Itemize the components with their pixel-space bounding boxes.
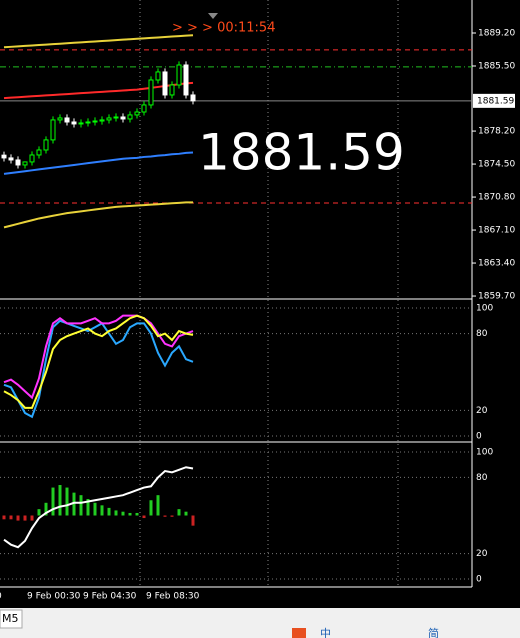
hist-bar xyxy=(163,515,167,517)
candle-body xyxy=(92,120,98,123)
tab-label[interactable]: M5 xyxy=(2,612,19,625)
hist-bar xyxy=(65,487,69,516)
indicator-line xyxy=(3,466,194,549)
hist-bar xyxy=(72,492,76,516)
indicator-line xyxy=(3,314,194,409)
y-tick-label: 1859.70 xyxy=(478,292,515,302)
candle-body xyxy=(127,114,133,120)
candle-body xyxy=(29,154,35,163)
candle-body xyxy=(71,121,77,125)
candle-body xyxy=(176,64,182,86)
shift-marker xyxy=(208,13,218,19)
hist-bar xyxy=(191,515,195,526)
hist-bar xyxy=(23,515,27,521)
x-tick-label: 0 xyxy=(0,592,2,602)
big-price: 1881.59 xyxy=(198,124,405,182)
candle-body xyxy=(43,139,49,151)
hist-bar xyxy=(93,502,97,516)
candle-body xyxy=(78,122,84,125)
indicator-line xyxy=(3,314,194,400)
candle-body xyxy=(169,84,175,96)
y-tick-label: 1863.40 xyxy=(478,259,515,269)
y-tick-label: 100 xyxy=(476,448,493,458)
candle-body xyxy=(8,157,14,161)
hist-bar xyxy=(135,512,139,516)
candle-body xyxy=(50,119,56,141)
hist-bar xyxy=(107,507,111,516)
hist-bar xyxy=(170,515,174,517)
x-tick-label: 9 Feb 00:30 xyxy=(27,592,81,602)
ma-line xyxy=(3,201,193,229)
y-tick-label: 20 xyxy=(476,406,488,416)
hist-bar xyxy=(86,498,90,516)
x-tick-label: 9 Feb 04:30 xyxy=(83,592,137,602)
hist-bar xyxy=(37,509,41,516)
status-bar xyxy=(0,608,520,638)
hist-bar xyxy=(2,515,6,520)
x-tick-label: 9 Feb 08:30 xyxy=(146,592,200,602)
hist-bar xyxy=(184,511,188,516)
hist-bar xyxy=(121,511,125,516)
hist-bar xyxy=(79,495,83,516)
hist-bar xyxy=(30,515,34,521)
candle-body xyxy=(99,119,105,122)
ime-text: 中 xyxy=(320,627,331,638)
hist-bar xyxy=(44,502,48,516)
candle-body xyxy=(148,79,154,106)
y-tick-label: 80 xyxy=(476,329,488,339)
countdown: > > > 00:11:54 xyxy=(172,21,275,36)
y-tick-label: 1885.50 xyxy=(478,61,515,71)
y-tick-label: 1889.20 xyxy=(478,28,515,38)
hist-bar xyxy=(156,495,160,516)
hist-bar xyxy=(142,515,146,519)
y-tick-label: 1867.10 xyxy=(478,226,515,236)
ma-line xyxy=(3,151,194,175)
candle-body xyxy=(155,71,161,81)
candle-body xyxy=(15,159,21,166)
y-tick-label: 0 xyxy=(476,432,482,442)
hist-bar xyxy=(9,515,13,520)
hist-bar xyxy=(51,487,55,516)
candle-body xyxy=(120,116,126,120)
y-tick-label: 1874.50 xyxy=(478,160,515,170)
tab[interactable] xyxy=(0,609,23,629)
ime-icon xyxy=(292,628,306,638)
ma-line xyxy=(3,34,194,49)
indicator-line xyxy=(3,319,194,419)
y-tick-label: 1878.20 xyxy=(478,127,515,137)
candle-body xyxy=(64,117,70,123)
hist-bar xyxy=(100,505,104,516)
y-tick-label: 100 xyxy=(476,304,493,314)
candle-body xyxy=(183,64,189,96)
hist-bar xyxy=(128,512,132,516)
hist-bar xyxy=(16,515,20,521)
y-tick-label: 1870.80 xyxy=(478,193,515,203)
candle-body xyxy=(106,117,112,121)
hist-bar xyxy=(58,485,62,516)
candle-body xyxy=(113,116,119,119)
candle-body xyxy=(22,161,28,166)
y-tick-label: 20 xyxy=(476,549,488,559)
hist-bar xyxy=(149,500,153,516)
price-label: 1881.59 xyxy=(477,96,514,106)
ime-text: 简 xyxy=(428,626,439,638)
hist-bar xyxy=(114,510,118,516)
candle-body xyxy=(1,154,7,159)
ma-line xyxy=(3,81,194,100)
y-tick-label: 80 xyxy=(476,473,488,483)
candle-body xyxy=(36,149,42,156)
candle-body xyxy=(141,104,147,113)
price-box xyxy=(473,93,515,108)
y-tick-label: 0 xyxy=(476,575,482,585)
candle-body xyxy=(134,111,140,116)
candle-body xyxy=(57,117,63,121)
candle-body xyxy=(162,71,168,96)
candle-body xyxy=(190,94,196,102)
hist-bar xyxy=(177,509,181,516)
candle-body xyxy=(85,121,91,124)
